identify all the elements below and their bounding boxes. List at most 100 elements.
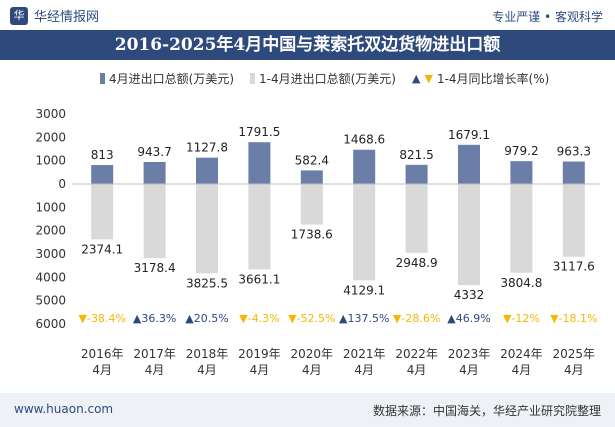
brand-logo[interactable]: 华 华经情报网 xyxy=(10,6,99,25)
y-tick-label: 3000 xyxy=(35,247,66,261)
x-tick-label-month: 4月 xyxy=(512,363,532,377)
rate-up-triangle-icon: ▲ xyxy=(133,312,142,325)
y-tick-label: 4000 xyxy=(35,270,66,284)
bar-april xyxy=(300,170,323,184)
rate-down-triangle-icon: ▼ xyxy=(503,312,512,325)
bar-cumulative xyxy=(143,184,166,259)
footer-source: 数据来源：中国海关，华经产业研究院整理 xyxy=(372,404,601,418)
legend-label-rate: 1-4月同比增长率(%) xyxy=(436,72,550,86)
x-tick-label-month: 4月 xyxy=(459,363,479,377)
x-tick-label-year: 2021年 xyxy=(343,347,386,361)
x-tick-label-year: 2016年 xyxy=(81,347,124,361)
rate-label: ▼-4.3% xyxy=(239,312,279,325)
x-tick-label-year: 2024年 xyxy=(500,347,543,361)
x-tick-label-year: 2023年 xyxy=(448,347,491,361)
bar-cumulative xyxy=(510,184,533,273)
bar-cumulative xyxy=(300,184,323,225)
title-bar: 2016-2025年4月中国与莱索托双边货物进出口额 xyxy=(0,30,615,60)
data-label-april: 821.5 xyxy=(399,148,433,162)
x-tick-label-year: 2019年 xyxy=(238,347,281,361)
bar-cumulative xyxy=(91,184,114,240)
y-axis: 3000 2000 1000 0 1000 2000 3000 4000 5000 6000 xyxy=(35,107,66,331)
data-label-april: 963.3 xyxy=(557,145,591,159)
data-label-april: 813 xyxy=(91,148,114,162)
rate-down-triangle-icon: ▼ xyxy=(550,312,559,325)
data-label-cumulative: 3804.8 xyxy=(500,276,542,290)
legend-down-triangle-icon: ▼ xyxy=(424,71,433,85)
bar-april xyxy=(510,161,533,184)
rate-label: ▲36.3% xyxy=(133,312,176,325)
data-label-april: 1468.6 xyxy=(343,133,385,147)
bar-april xyxy=(458,144,480,184)
rate-label-group: ▼-38.4% ▲36.3% ▲20.5% ▼-4.3% ▼-52.5% ▲137.5% ▼… xyxy=(79,312,598,325)
rate-down-triangle-icon: ▼ xyxy=(393,312,402,325)
brand-name: 华经情报网 xyxy=(34,10,100,25)
data-label-april: 1127.8 xyxy=(186,141,228,155)
bar-april xyxy=(143,161,166,184)
rate-value: 46.9% xyxy=(456,312,491,325)
x-tick-label-year: 2017年 xyxy=(133,347,176,361)
data-label-cumulative: 3178.4 xyxy=(134,261,176,275)
chart-title: 2016-2025年4月中国与莱索托双边货物进出口额 xyxy=(114,35,501,55)
legend-label-april: 4月进出口总额(万美元) xyxy=(109,72,234,86)
bar-april xyxy=(353,149,376,184)
bar-april xyxy=(562,161,585,184)
legend-swatch-april xyxy=(100,73,105,84)
legend-item-april: 4月进出口总额(万美元) xyxy=(100,70,234,87)
rate-value: -12% xyxy=(511,312,539,325)
rate-value: -52.5% xyxy=(297,312,336,325)
rate-label: ▼-28.6% xyxy=(393,312,440,325)
y-tick-label: 0 xyxy=(58,177,66,191)
legend-item-cumulative: 1-4月进出口总额(万美元) xyxy=(250,70,396,87)
footer-website[interactable]: www.huaon.com xyxy=(14,402,114,416)
data-label-cumulative: 3825.5 xyxy=(186,276,228,290)
x-tick-label-month: 4月 xyxy=(197,363,217,377)
data-label-cumulative: 2374.1 xyxy=(81,242,123,256)
chart-plot: 3000 2000 1000 0 1000 2000 3000 4000 5000 6000 81… xyxy=(35,107,600,377)
x-tick-label-month: 4月 xyxy=(354,363,374,377)
bar-cumulative xyxy=(405,184,428,253)
rate-label: ▲20.5% xyxy=(185,312,228,325)
tagline: 专业严谨 • 客观科学 xyxy=(492,10,603,24)
y-tick-label: 3000 xyxy=(35,107,66,121)
data-label-cumulative: 4129.1 xyxy=(343,283,385,297)
rate-up-triangle-icon: ▲ xyxy=(447,312,456,325)
data-label-cumulative: 3117.6 xyxy=(553,260,595,274)
x-tick-label-month: 4月 xyxy=(407,363,427,377)
bar-cumulative xyxy=(562,184,585,257)
y-tick-label: 1000 xyxy=(35,154,66,168)
data-label-cumulative: 3661.1 xyxy=(238,272,280,286)
x-tick-label-year: 2020年 xyxy=(291,347,334,361)
chart-legend: 4月进出口总额(万美元) 1-4月进出口总额(万美元) ▲ ▼ 1-4月同比增长… xyxy=(0,70,615,90)
brand-logo-icon: 华 xyxy=(10,6,28,25)
bar-cumulative xyxy=(248,184,271,270)
y-tick-label: 1000 xyxy=(35,200,66,214)
rate-up-triangle-icon: ▲ xyxy=(339,312,348,325)
rate-value: -38.4% xyxy=(87,312,126,325)
data-label-april: 1791.5 xyxy=(238,125,280,139)
rate-value: -4.3% xyxy=(248,312,280,325)
x-tick-label-month: 4月 xyxy=(564,363,584,377)
data-label-april: 582.4 xyxy=(295,153,329,167)
rate-label: ▼-38.4% xyxy=(79,312,126,325)
rate-label: ▼-12% xyxy=(503,312,540,325)
data-label-group: 813 2374.1 943.7 3178.4 1127.8 3825.5 1791.5 36… xyxy=(81,125,595,302)
x-tick-label-month: 4月 xyxy=(145,363,165,377)
bar-april xyxy=(196,157,218,184)
legend-up-triangle-icon: ▲ xyxy=(412,71,421,85)
bar-april xyxy=(91,165,114,184)
bar-cumulative xyxy=(458,184,480,286)
x-tick-label-year: 2022年 xyxy=(395,347,438,361)
rate-up-triangle-icon: ▲ xyxy=(185,312,194,325)
top-bar: 华 华经情报网 专业严谨 • 客观科学 xyxy=(0,0,615,30)
y-tick-label: 2000 xyxy=(35,224,66,238)
rate-value: -18.1% xyxy=(559,312,598,325)
rate-down-triangle-icon: ▼ xyxy=(79,312,88,325)
rate-value: 36.3% xyxy=(141,312,176,325)
rate-label: ▼-18.1% xyxy=(550,312,597,325)
y-tick-label: 6000 xyxy=(35,317,66,331)
rate-label: ▲46.9% xyxy=(447,312,490,325)
bar-cumulative xyxy=(196,184,218,274)
footer-bar: www.huaon.com 数据来源：中国海关，华经产业研究院整理 xyxy=(0,393,615,427)
bar-cumulative xyxy=(353,184,376,281)
